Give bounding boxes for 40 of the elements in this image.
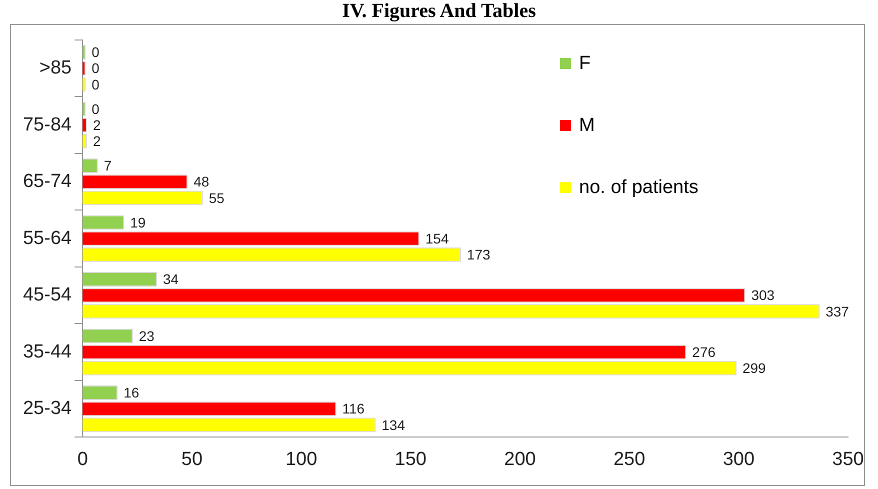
data-label: 16: [124, 384, 140, 401]
y-tick-label: 25-34: [22, 398, 72, 420]
data-label: 34: [162, 271, 179, 288]
chart-title: IV. Figures And Tables: [341, 0, 537, 23]
data-label: 23: [138, 328, 155, 344]
data-label: 299: [742, 360, 766, 376]
data-label: 7: [104, 158, 112, 174]
data-label: 0: [92, 76, 100, 92]
data-label: 48: [194, 174, 210, 190]
x-tick-label: 100: [285, 448, 318, 470]
data-label: 116: [342, 400, 365, 417]
y-tick-label: 35-44: [22, 341, 72, 362]
data-label: 276: [692, 344, 716, 360]
y-tick-label: 55-64: [22, 228, 72, 249]
data-label: 2: [92, 133, 101, 150]
data-label: 0: [92, 100, 100, 117]
legend-label: no. of patients: [579, 176, 698, 198]
x-tick-label: 50: [181, 448, 203, 470]
data-label: 0: [92, 44, 100, 60]
x-tick-label: 300: [722, 448, 755, 470]
legend-label: M: [579, 114, 595, 136]
data-label: 55: [208, 190, 225, 206]
y-tick-label: 65-74: [22, 171, 72, 192]
y-tick-label: >85: [39, 58, 72, 79]
x-tick-label: 200: [504, 448, 536, 470]
data-label: 19: [130, 214, 146, 230]
x-tick-label: 0: [77, 448, 88, 470]
x-tick-label: 250: [613, 448, 646, 470]
x-tick-label: 150: [394, 448, 426, 470]
data-label: 173: [466, 246, 490, 263]
data-label: 154: [425, 230, 449, 246]
data-label: 337: [826, 303, 850, 320]
y-tick-label: 75-84: [22, 114, 72, 136]
data-label: 303: [751, 287, 775, 304]
y-tick-label: 45-54: [22, 284, 72, 306]
data-label: 0: [92, 60, 100, 76]
x-tick-label: 350: [832, 448, 864, 470]
data-label: 2: [92, 116, 101, 133]
legend-label: F: [579, 52, 591, 74]
data-label: 134: [382, 416, 406, 433]
